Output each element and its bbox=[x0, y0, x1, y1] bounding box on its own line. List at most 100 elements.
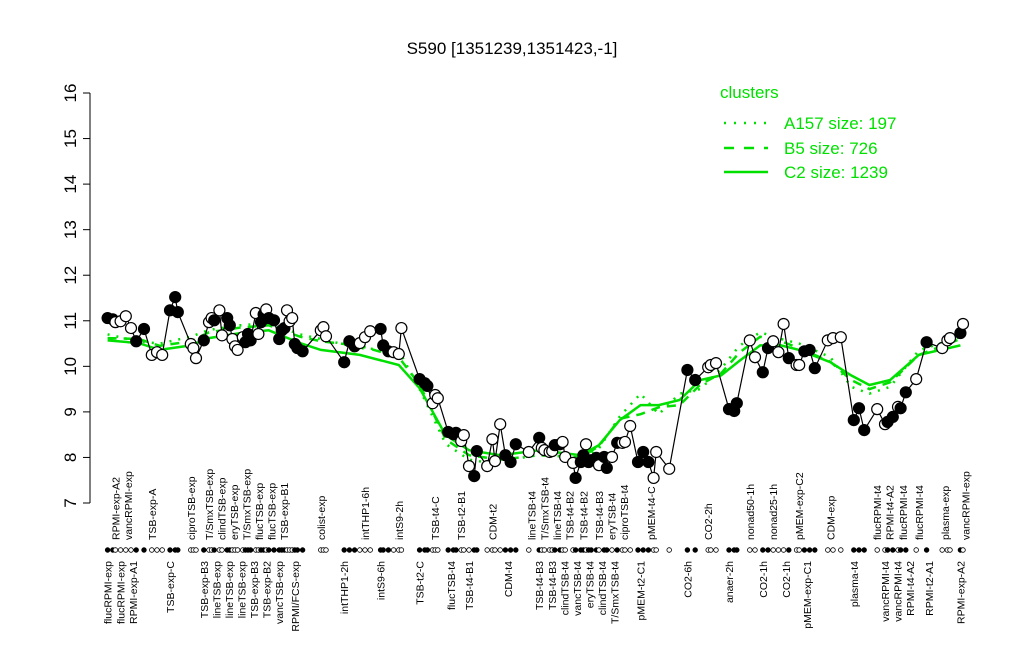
top-sample-label: vancRPMI-exp bbox=[961, 471, 973, 540]
top-sample-label: lineTSB-t4 bbox=[526, 491, 538, 540]
data-point bbox=[457, 429, 470, 442]
sample-marker bbox=[541, 547, 548, 553]
sample-marker bbox=[939, 547, 945, 553]
bottom-sample-label: RPMI/FCS-exp bbox=[290, 561, 302, 632]
sample-marker bbox=[760, 547, 766, 553]
sample-marker bbox=[453, 547, 459, 553]
sample-marker bbox=[923, 547, 930, 553]
sample-marker bbox=[526, 547, 532, 553]
data-point bbox=[187, 342, 200, 355]
bottom-sample-label: RPMI-exp-A1 bbox=[128, 561, 140, 624]
bottom-sample-label: CO2-1h bbox=[758, 561, 770, 598]
sample-marker bbox=[786, 547, 792, 553]
data-point bbox=[244, 334, 257, 347]
data-point bbox=[852, 402, 866, 415]
sample-marker bbox=[201, 547, 207, 553]
sample-marker bbox=[713, 547, 719, 553]
data-point bbox=[124, 321, 138, 335]
sample-marker bbox=[604, 547, 610, 553]
sample-marker bbox=[666, 547, 672, 553]
sample-marker bbox=[474, 547, 480, 553]
sample-marker bbox=[913, 547, 919, 553]
data-point bbox=[468, 470, 481, 483]
sample-marker bbox=[484, 547, 490, 553]
sample-marker bbox=[424, 547, 431, 553]
top-sample-label: T/SmxTSB-t4 bbox=[539, 477, 551, 540]
sample-marker bbox=[874, 547, 880, 553]
data-point bbox=[579, 438, 593, 451]
sample-marker bbox=[154, 547, 160, 553]
data-point bbox=[871, 403, 884, 416]
top-sample-label: TSB-t4-B3 bbox=[594, 491, 606, 540]
data-point bbox=[834, 331, 847, 344]
top-sample-label: vancRPMI-exp bbox=[123, 471, 135, 540]
sample-marker bbox=[513, 547, 519, 553]
data-point bbox=[637, 445, 650, 459]
sample-marker bbox=[796, 547, 802, 553]
sample-marker bbox=[684, 547, 691, 553]
sample-marker bbox=[861, 547, 867, 553]
bottom-sample-label: eryTSB-t4 bbox=[585, 561, 597, 608]
sample-marker bbox=[614, 547, 620, 553]
sample-marker bbox=[770, 547, 776, 553]
bottom-sample-label: anaer-2h bbox=[724, 561, 736, 603]
sample-marker bbox=[367, 547, 373, 553]
data-point bbox=[803, 343, 816, 357]
bottom-sample-label: vancTSB-exp bbox=[274, 561, 286, 624]
bottom-sample-label: pMEM-exp-C1 bbox=[802, 561, 814, 629]
top-sample-label: lineTSB-t4 bbox=[552, 491, 564, 540]
sample-marker bbox=[801, 547, 808, 553]
top-sample-label: ciproTSB-t4 bbox=[619, 484, 631, 540]
data-point bbox=[910, 372, 923, 386]
data-point bbox=[338, 356, 351, 369]
bottom-sample-label: flucRPMI-exp bbox=[103, 561, 115, 624]
sample-marker bbox=[219, 547, 225, 553]
data-point bbox=[462, 460, 476, 473]
sample-marker bbox=[128, 547, 134, 553]
data-point bbox=[421, 379, 434, 393]
data-point bbox=[364, 325, 377, 338]
bottom-sample-label: TSB-exp-B3 bbox=[199, 561, 211, 618]
data-point bbox=[208, 314, 221, 327]
top-sample-label: clindTSB-exp bbox=[217, 477, 229, 540]
sample-marker bbox=[947, 547, 953, 553]
data-point bbox=[647, 471, 660, 485]
sample-marker bbox=[780, 547, 787, 553]
sample-marker bbox=[385, 547, 392, 553]
data-point bbox=[156, 348, 169, 362]
sample-marker bbox=[271, 547, 277, 553]
data-point bbox=[374, 322, 387, 336]
sample-marker bbox=[445, 547, 451, 553]
top-sample-label: RPMI-exp-A2 bbox=[110, 477, 122, 540]
data-point bbox=[847, 413, 860, 427]
sample-marker bbox=[752, 547, 758, 553]
sample-marker bbox=[346, 547, 353, 553]
top-sample-label: flucTSB-exp bbox=[254, 483, 266, 540]
data-point bbox=[772, 346, 785, 359]
y-axis: 7 8 9 10 11 12 13 14 15 16 bbox=[61, 84, 91, 508]
sample-marker bbox=[492, 547, 498, 553]
sample-marker bbox=[362, 547, 368, 553]
data-point bbox=[486, 433, 499, 446]
sample-marker bbox=[416, 547, 423, 553]
bottom-sample-label: vancRPMI-t4 bbox=[893, 561, 905, 622]
bottom-sample-label: TSB-t2-C bbox=[415, 561, 427, 605]
top-sample-label: intS9-2h bbox=[394, 501, 406, 540]
top-sample-label: plasma-exp bbox=[940, 486, 952, 540]
sample-marker bbox=[622, 547, 628, 553]
sample-marker bbox=[141, 547, 147, 553]
top-sample-label: pMEM-t4-C bbox=[646, 486, 658, 540]
data-point bbox=[920, 336, 933, 349]
data-point bbox=[231, 343, 244, 357]
sample-marker bbox=[104, 547, 111, 553]
sample-marker bbox=[211, 547, 217, 553]
sample-labels: RPMI-exp-A2 vancRPMI-exp TSB-exp-A ciproTSB… bbox=[103, 469, 973, 632]
data-point bbox=[137, 322, 151, 336]
sample-marker bbox=[856, 547, 862, 553]
sample-marker bbox=[726, 547, 732, 553]
data-point bbox=[730, 397, 743, 410]
chart-title: S590 [1351239,1351423,-1] bbox=[407, 39, 618, 58]
data-point bbox=[894, 402, 907, 415]
sample-marker bbox=[830, 547, 836, 553]
bottom-sample-label: lineTSB-exp bbox=[224, 561, 236, 618]
